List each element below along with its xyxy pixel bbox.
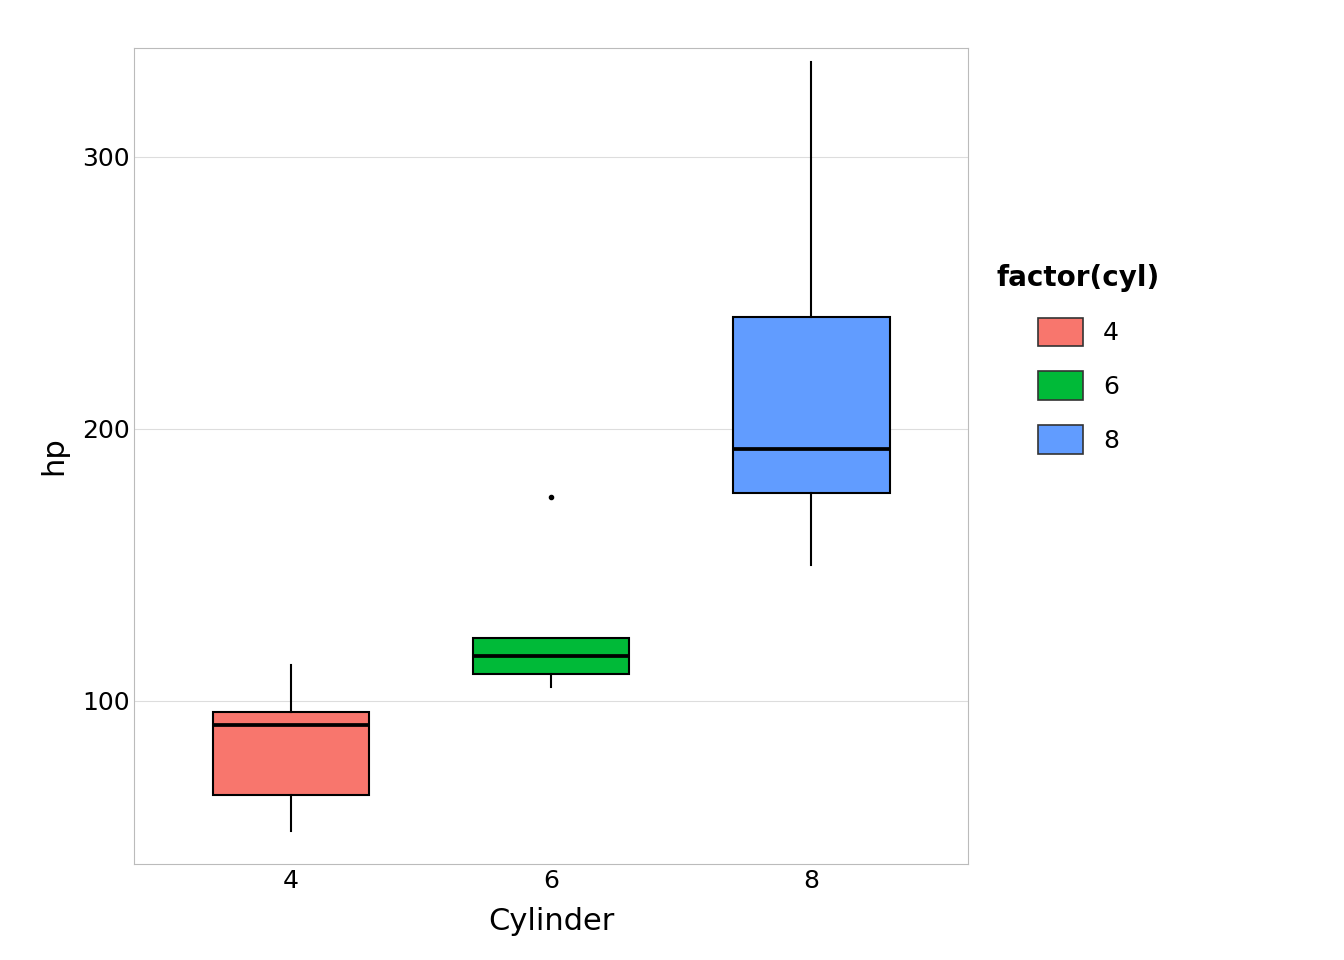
Bar xyxy=(473,638,629,674)
Legend: 4, 6, 8: 4, 6, 8 xyxy=(997,265,1160,454)
X-axis label: Cylinder: Cylinder xyxy=(488,907,614,936)
Bar xyxy=(734,317,890,493)
Y-axis label: hp: hp xyxy=(39,437,69,475)
Bar xyxy=(212,711,368,795)
